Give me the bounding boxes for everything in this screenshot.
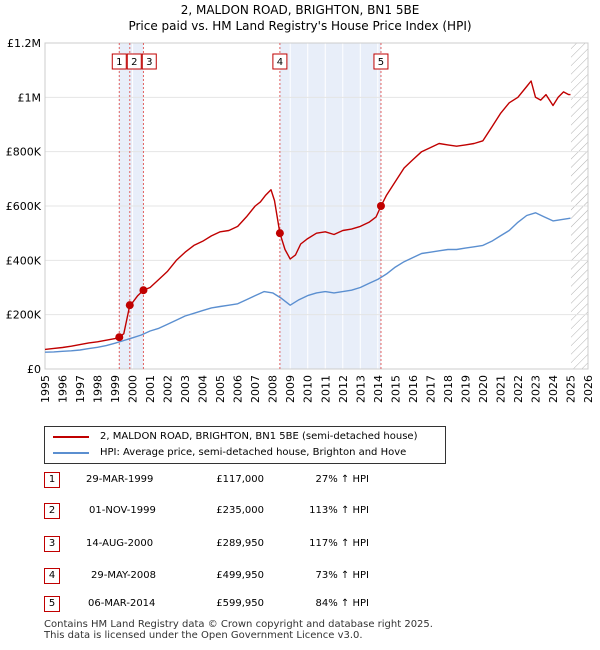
transaction-price: £599,950 [216, 598, 264, 609]
transaction-point [275, 229, 284, 238]
y-tick-label: £1M [18, 91, 42, 104]
x-tick-label: 2022 [512, 375, 525, 403]
x-tick-label: 2009 [284, 375, 297, 403]
x-tick-label: 2001 [144, 375, 157, 403]
x-tick-label: 2006 [232, 375, 245, 403]
attribution: Contains HM Land Registry data © Crown c… [44, 619, 433, 641]
x-tick-label: 2013 [354, 375, 367, 403]
transaction-number: 1 [44, 472, 60, 488]
attribution-line-1: Contains HM Land Registry data © Crown c… [44, 619, 433, 630]
transaction-price: £289,950 [216, 538, 264, 549]
price-chart: £0 £200K £400K £600K £800K £1M £1.2M 1995 1996 19… [6, 37, 595, 403]
y-tick-label: £600K [6, 200, 42, 213]
x-tick-label: 2023 [529, 375, 542, 403]
transaction-price: £499,950 [216, 570, 264, 581]
transaction-point [139, 286, 148, 295]
transaction-date: 29-MAR-1999 [86, 474, 154, 485]
table-row: 4 29-MAY-2008 £499,950 73% ↑ HPI [44, 568, 404, 584]
x-tick-label: 2021 [494, 375, 507, 403]
x-tick-label: 2014 [372, 375, 385, 403]
x-tick-label: 1996 [57, 375, 70, 403]
table-row: 2 01-NOV-1999 £235,000 113% ↑ HPI [44, 503, 404, 519]
transaction-date: 29-MAY-2008 [91, 570, 157, 581]
transaction-point [376, 202, 385, 211]
legend-label-hpi: HPI: Average price, semi-detached house,… [100, 447, 407, 458]
transaction-hpi: 117% ↑ HPI [309, 538, 369, 549]
x-tick-label: 2008 [267, 375, 280, 403]
transaction-label-box [126, 53, 142, 70]
x-tick-label: 2011 [319, 375, 332, 403]
transaction-label-box [373, 53, 389, 70]
transaction-label-box [111, 53, 127, 70]
chart-title: 2, MALDON ROAD, BRIGHTON, BN1 5BE [180, 3, 420, 17]
transaction-price: £117,000 [216, 474, 264, 485]
x-tick-label: 2018 [442, 375, 455, 403]
x-tick-label: 2019 [459, 375, 472, 403]
x-tick-label: 2016 [407, 375, 420, 403]
y-tick-label: £400K [6, 254, 42, 267]
transaction-price: £235,000 [216, 505, 264, 516]
transaction-hpi: 113% ↑ HPI [309, 505, 369, 516]
transaction-hpi: 27% ↑ HPI [315, 474, 369, 485]
series-line-hpi [44, 212, 571, 353]
x-tick-label: 2002 [162, 375, 175, 403]
x-tick-label: 1998 [92, 375, 105, 403]
transaction-label: 4 [277, 57, 283, 68]
transaction-label-box [141, 53, 157, 70]
transaction-label: 5 [378, 57, 384, 68]
transaction-label: 2 [131, 57, 137, 68]
x-tick-label: 2025 [564, 375, 577, 403]
chart-legend: 2, MALDON ROAD, BRIGHTON, BN1 5BE (semi-… [44, 426, 446, 464]
plot-frame [44, 42, 589, 370]
x-tick-label: 1999 [109, 375, 122, 403]
transaction-number: 5 [44, 596, 60, 612]
y-tick-label: £0 [27, 363, 41, 376]
transaction-hpi: 73% ↑ HPI [315, 570, 369, 581]
y-tick-label: £200K [6, 309, 42, 322]
y-tick-label: £1.2M [7, 37, 41, 50]
x-tick-label: 1997 [74, 375, 87, 403]
x-tick-label: 2003 [179, 375, 192, 403]
transaction-date: 14-AUG-2000 [86, 538, 154, 549]
table-row: 3 14-AUG-2000 £289,950 117% ↑ HPI [44, 536, 404, 552]
transaction-number: 2 [44, 503, 60, 519]
transaction-number: 3 [44, 536, 60, 552]
legend-swatch-property [53, 436, 89, 438]
x-tick-label: 2026 [582, 375, 595, 403]
x-tick-label: 2024 [547, 375, 560, 403]
x-tick-label: 2012 [337, 375, 350, 403]
y-tick-label: £800K [6, 146, 42, 159]
x-tick-label: 2000 [127, 375, 140, 403]
x-tick-label: 2004 [197, 375, 210, 403]
table-row: 5 06-MAR-2014 £599,950 84% ↑ HPI [44, 596, 404, 612]
x-tick-label: 2010 [302, 375, 315, 403]
x-tick-label: 2007 [249, 375, 262, 403]
transaction-hpi: 84% ↑ HPI [315, 598, 369, 609]
table-row: 1 29-MAR-1999 £117,000 27% ↑ HPI [44, 472, 404, 488]
legend-swatch-hpi [53, 452, 89, 454]
transaction-label: 3 [146, 57, 152, 68]
legend-label-property: 2, MALDON ROAD, BRIGHTON, BN1 5BE (semi-… [100, 431, 418, 442]
x-tick-label: 2020 [477, 375, 490, 403]
x-tick-label: 2017 [424, 375, 437, 403]
transaction-date: 06-MAR-2014 [88, 598, 156, 609]
x-tick-label: 2015 [389, 375, 402, 403]
transaction-point [115, 333, 124, 342]
chart-subtitle: Price paid vs. HM Land Registry's House … [128, 19, 472, 33]
x-tick-label: 1995 [39, 375, 52, 403]
x-tick-label: 2005 [214, 375, 227, 403]
attribution-line-2: This data is licensed under the Open Gov… [44, 630, 363, 641]
transaction-label: 1 [116, 57, 122, 68]
transaction-label-box [272, 53, 288, 70]
transaction-number: 4 [44, 568, 60, 584]
transaction-date: 01-NOV-1999 [89, 505, 156, 516]
transaction-point [125, 301, 134, 310]
